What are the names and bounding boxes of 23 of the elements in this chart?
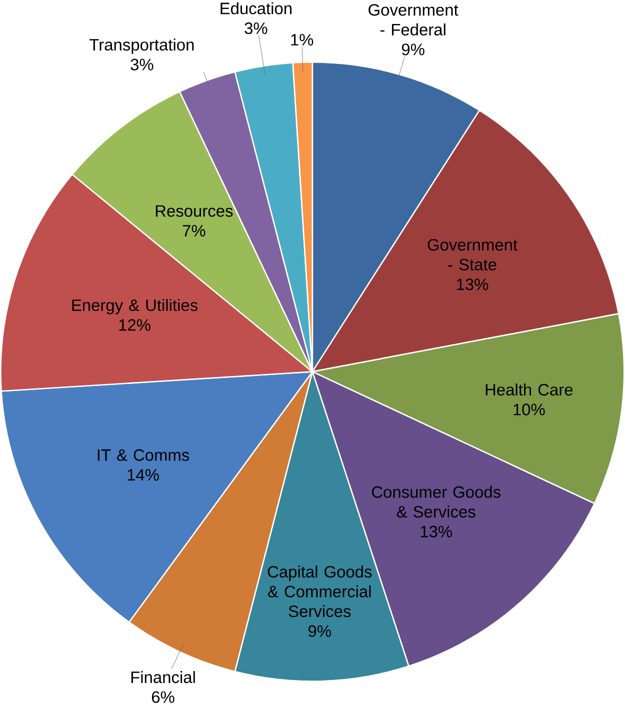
slice-label: Transportation [90, 38, 194, 54]
data-label: 9% [308, 625, 332, 637]
data-label: 3% [130, 58, 154, 70]
slice-label: Consumer Goods & Services [372, 486, 501, 518]
data-label: 14% [128, 469, 160, 481]
data-label: 1% [291, 34, 314, 46]
slice-label: Resources [156, 205, 233, 217]
slice-label: Education [220, 2, 292, 14]
slice-label: IT & Comms [98, 449, 190, 461]
slice-label: Capital Goods & Commercial Services [268, 566, 372, 618]
slice-label: Government - State [428, 239, 518, 270]
data-label: 13% [457, 278, 488, 290]
slice-label: Financial [132, 671, 195, 684]
data-label: 13% [421, 526, 452, 538]
data-label: 10% [514, 404, 545, 416]
data-label: 12% [119, 319, 150, 331]
slice-label: Energy & Utilities [72, 298, 198, 314]
data-label: 6% [152, 691, 174, 703]
slice-label: Health Care [486, 383, 573, 396]
data-label: 7% [182, 224, 206, 237]
data-label: 3% [244, 22, 268, 34]
data-label: 9% [402, 44, 424, 56]
slice-label: Government - Federal [368, 4, 458, 36]
